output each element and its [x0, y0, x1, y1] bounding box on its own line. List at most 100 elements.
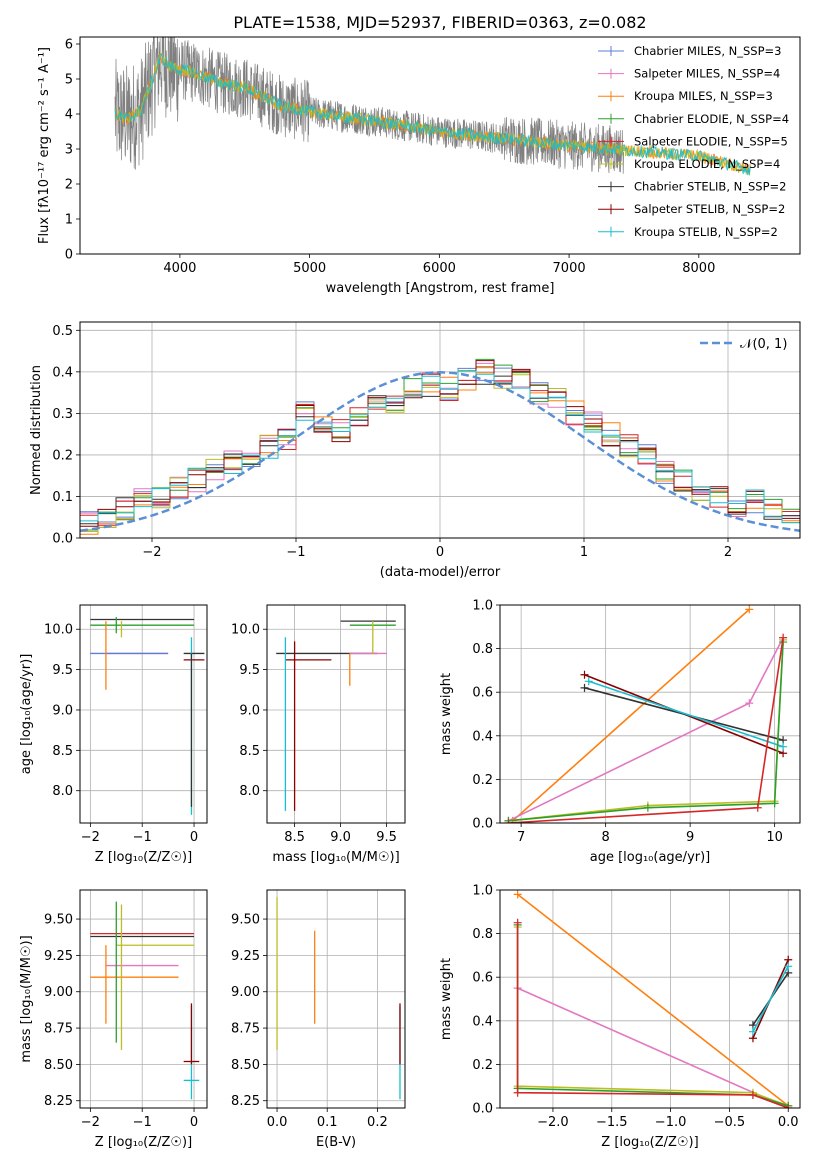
x-axis-label: Z [log₁₀(Z/Z☉)]: [601, 1135, 698, 1150]
series-marker: [779, 633, 788, 642]
plot-area: [80, 358, 800, 535]
plot-area: [276, 897, 401, 1100]
y-tick-label: 9.5: [239, 663, 260, 678]
x-tick-label: 10: [766, 830, 783, 845]
y-tick-label: 0.8: [472, 642, 493, 657]
y-tick-label: 0.3: [52, 407, 73, 422]
y-tick-label: 8.0: [52, 784, 73, 799]
y-tick-label: 2: [65, 178, 73, 193]
x-tick-label: 9.0: [330, 830, 351, 845]
series-line: [508, 642, 784, 822]
series-marker: [779, 742, 788, 751]
legend-entry: Kroupa ELODIE, N_SSP=4: [634, 157, 780, 171]
y-tick-label: 0.5: [52, 324, 73, 339]
x-axis-label: Z [log₁₀(Z/Z☉)]: [95, 1135, 192, 1150]
series-line: [588, 680, 784, 748]
y-tick-label: 4: [65, 108, 73, 123]
x-tick-label: 7000: [553, 261, 586, 276]
axes-frame: [79, 604, 208, 824]
y-tick-label: 8.50: [231, 1058, 260, 1073]
y-tick-label: 8.5: [52, 744, 73, 759]
y-tick-label: 3: [65, 143, 73, 158]
y-tick-label: 9.50: [44, 913, 73, 928]
panel-age-vs-mass: 8.5 9.0 9.5 8.0 8.5 9.0 9.5 10.0 mass [log₁₀(M/M…: [231, 604, 406, 865]
plot-area: [90, 901, 200, 1100]
x-tick-label: −1.0: [655, 1115, 687, 1130]
series-line: [516, 924, 789, 1107]
x-axis-label: E(B-V): [316, 1135, 356, 1150]
x-tick-label: 8: [601, 830, 609, 845]
x-tick-label: 0: [190, 830, 198, 845]
y-tick-label: 0.8: [472, 927, 493, 942]
axes-frame: [266, 604, 406, 824]
legend-entry: Chabrier STELIB, N_SSP=2: [634, 180, 786, 194]
y-tick-label: 0.0: [472, 817, 493, 832]
series-marker: [513, 890, 522, 899]
y-axis-label: mass weight: [439, 958, 454, 1040]
y-tick-label: 9.0: [239, 703, 260, 718]
panel-mass-weight-vs-Z: −2.0 −1.5 −1.0 −0.5 0.0 0.0 0.2 0.4 0.6 0.8 1.0 Z […: [439, 884, 801, 1150]
series-marker: [580, 670, 589, 679]
x-tick-label: 0.2: [367, 1115, 388, 1130]
y-tick-label: 0.4: [472, 729, 493, 744]
y-tick-label: 9.25: [231, 949, 260, 964]
y-tick-label: 6: [65, 38, 73, 53]
y-tick-label: 8.75: [231, 1022, 260, 1037]
legend-entry: 𝒩(0, 1): [740, 337, 787, 352]
y-tick-label: 9.5: [52, 663, 73, 678]
x-tick-label: −2: [142, 545, 161, 560]
panel-age-vs-Z: −2 −1 0 8.0 8.5 9.0 9.5 10.0 Z [log₁₀(Z/Z☉)] age …: [19, 604, 208, 865]
y-tick-label: 0.6: [472, 971, 493, 986]
panel-residuals: −2 −1 0 1 2 0.0 0.1 0.2 0.3 0.4 0.5 (data-model)/er…: [29, 321, 801, 580]
y-tick-label: 8.5: [239, 744, 260, 759]
x-axis-label: (data-model)/error: [380, 565, 501, 580]
histogram-step: [80, 372, 800, 535]
x-tick-label: 0: [436, 545, 444, 560]
y-tick-label: 1: [65, 213, 73, 228]
x-tick-label: 2: [724, 545, 732, 560]
panel-mass-vs-ebv: 0.0 0.1 0.2 8.25 8.50 8.75 9.00 9.25 9.50 E(B-V): [231, 889, 406, 1150]
x-tick-label: 8.5: [284, 830, 305, 845]
x-axis-label: wavelength [Angstrom, rest frame]: [326, 281, 555, 296]
x-tick-label: −1: [286, 545, 305, 560]
panel-mass-vs-Z: −2 −1 0 8.25 8.50 8.75 9.00 9.25 9.50 Z [log₁₀(Z/…: [19, 889, 208, 1150]
series-line: [516, 927, 789, 1107]
series-marker: [748, 1090, 757, 1099]
y-tick-label: 0.1: [52, 490, 73, 505]
series-line: [516, 922, 789, 1108]
series-marker: [580, 683, 589, 692]
histogram-step: [80, 362, 800, 528]
x-axis-label: age [log₁₀(age/yr)]: [590, 850, 711, 865]
y-tick-label: 8.50: [44, 1058, 73, 1073]
x-tick-label: 4000: [163, 261, 196, 276]
x-tick-label: −1.5: [596, 1115, 628, 1130]
y-axis-label: age [log₁₀(age/yr)]: [19, 654, 34, 775]
y-tick-label: 8.75: [44, 1022, 73, 1037]
plot-area: [276, 620, 396, 811]
legend-entry: Kroupa STELIB, N_SSP=2: [634, 225, 778, 239]
y-axis-label: Normed distribution: [29, 365, 44, 495]
histogram-step: [80, 358, 800, 531]
y-axis-label: mass [log₁₀(M/M☉)]: [19, 935, 34, 1062]
y-tick-label: 0: [65, 248, 73, 263]
legend-entry: Salpeter MILES, N_SSP=4: [634, 67, 780, 81]
series-marker: [584, 677, 593, 686]
x-tick-label: 0: [190, 1115, 198, 1130]
legend-entry: Chabrier ELODIE, N_SSP=4: [634, 112, 789, 126]
panel-spectrum: 4000 5000 6000 7000 8000 0 1 2 3 4 5 6 wavelength [A…: [37, 36, 801, 296]
x-axis-label: Z [log₁₀(Z/Z☉)]: [95, 850, 192, 865]
legend-entry: Salpeter ELODIE, N_SSP=5: [634, 134, 788, 148]
normal-curve: [80, 371, 800, 532]
y-tick-label: 0.4: [472, 1014, 493, 1029]
axes-frame: [79, 321, 801, 539]
y-tick-label: 10.0: [231, 623, 260, 638]
axes-frame: [79, 36, 801, 255]
y-tick-label: 0.2: [472, 773, 493, 788]
series-marker: [784, 962, 793, 971]
y-tick-label: 9.50: [231, 913, 260, 928]
model-line: [114, 52, 751, 176]
y-tick-label: 0.2: [52, 448, 73, 463]
spectrum-data-line: [114, 37, 624, 174]
x-axis-label: mass [log₁₀(M/M☉)]: [272, 850, 399, 865]
series-line: [517, 893, 789, 1107]
